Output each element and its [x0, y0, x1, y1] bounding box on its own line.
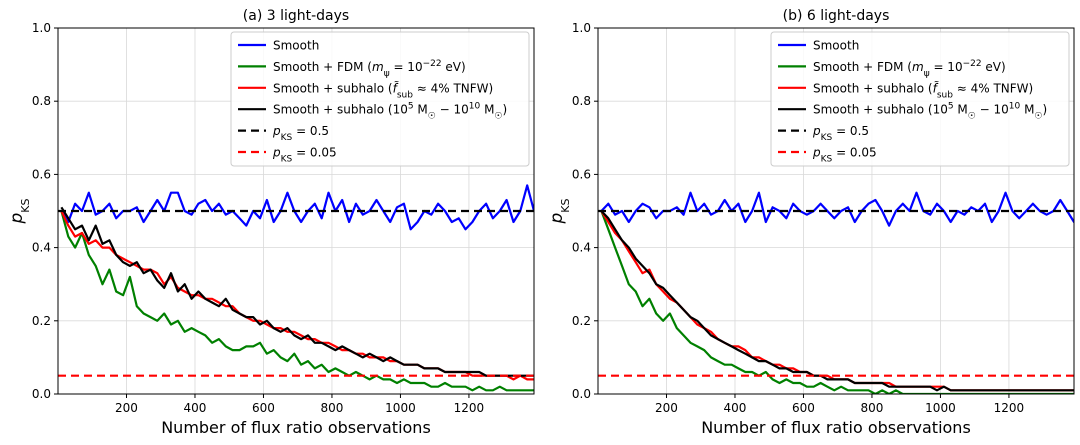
x-tick-label: 1200: [454, 401, 485, 415]
legend-label: Smooth: [273, 39, 319, 53]
chart-title: (b) 6 light-days: [783, 8, 890, 24]
y-tick-label: 0.2: [32, 314, 51, 328]
x-tick-label: 1000: [925, 401, 956, 415]
chart-title: (a) 3 light-days: [243, 8, 349, 24]
legend-label: pKS = 0.5: [272, 124, 329, 143]
x-tick-label: 600: [792, 401, 815, 415]
y-tick-label: 0.8: [572, 94, 591, 108]
legend-label: Smooth + subhalo (105 M☉ − 1010 M☉): [813, 102, 1047, 122]
y-tick-label: 0.6: [32, 167, 51, 181]
panel-a: 200 400 600 800 1000 1200 0.0 0.2 0.4 0.6 0.8 1.0 (a…: [7, 8, 535, 437]
x-tick-label: 800: [861, 401, 884, 415]
legend-label: Smooth: [813, 39, 859, 53]
y-tick-label: 0.0: [572, 387, 591, 401]
x-axis-label: Number of flux ratio observations: [701, 418, 971, 437]
y-tick-label: 1.0: [572, 21, 591, 35]
x-tick-label: 400: [724, 401, 747, 415]
legend: Smooth Smooth + FDM (mψ = 10−22 eV) Smooth…: [770, 31, 1070, 167]
y-tick-label: 0.6: [572, 167, 591, 181]
legend-label: pKS = 0.05: [272, 146, 337, 165]
legend-label: pKS = 0.05: [812, 146, 877, 165]
legend-label: Smooth + FDM (mψ = 10−22 eV): [273, 59, 466, 79]
plot-area: [598, 191, 1074, 394]
legend-box: [230, 31, 530, 167]
legend-label: Smooth + subhalo (105 M☉ − 1010 M☉): [273, 102, 507, 122]
y-axis-label: pKS: [7, 198, 32, 224]
plot-area: [58, 184, 534, 392]
legend: Smooth Smooth + FDM (mψ = 10−22 eV) Smooth…: [230, 31, 530, 167]
series-line-smooth: [600, 191, 1074, 227]
panel-b: 200 400 600 800 1000 1200 0.0 0.2 0.4 0.6 0.8 1.0 (b…: [547, 8, 1075, 437]
y-tick-label: 0.4: [572, 241, 591, 255]
legend-label: Smooth + subhalo (f̃sub ≈ 4% TNFW): [813, 81, 1033, 100]
x-tick-label: 400: [184, 401, 207, 415]
x-tick-label: 600: [252, 401, 275, 415]
axes-frame: [597, 27, 1075, 395]
y-axis-label: pKS: [547, 198, 572, 224]
y-tick-label: 0.4: [32, 241, 51, 255]
x-tick-label: 200: [655, 401, 678, 415]
x-tick-label: 1200: [994, 401, 1025, 415]
legend-label: Smooth + FDM (mψ = 10−22 eV): [813, 59, 1006, 79]
series-line-fdm: [60, 210, 534, 392]
y-tick-label: 0.8: [32, 94, 51, 108]
y-tick-label: 0.0: [32, 387, 51, 401]
legend-box: [770, 31, 1070, 167]
series-line-fdm: [600, 210, 1074, 394]
legend-label: pKS = 0.5: [812, 124, 869, 143]
x-tick-label: 800: [321, 401, 344, 415]
x-tick-label: 1000: [385, 401, 416, 415]
x-axis-label: Number of flux ratio observations: [161, 418, 431, 437]
y-tick-label: 0.2: [572, 314, 591, 328]
axes-frame: [57, 27, 535, 395]
x-tick-label: 200: [115, 401, 138, 415]
legend-label: Smooth + subhalo (f̃sub ≈ 4% TNFW): [273, 81, 493, 100]
y-tick-label: 1.0: [32, 21, 51, 35]
series-line-subhalo-mass-range: [600, 210, 1074, 392]
series-line-smooth: [60, 184, 534, 231]
series-line-subhalo-mass-range: [60, 206, 534, 377]
